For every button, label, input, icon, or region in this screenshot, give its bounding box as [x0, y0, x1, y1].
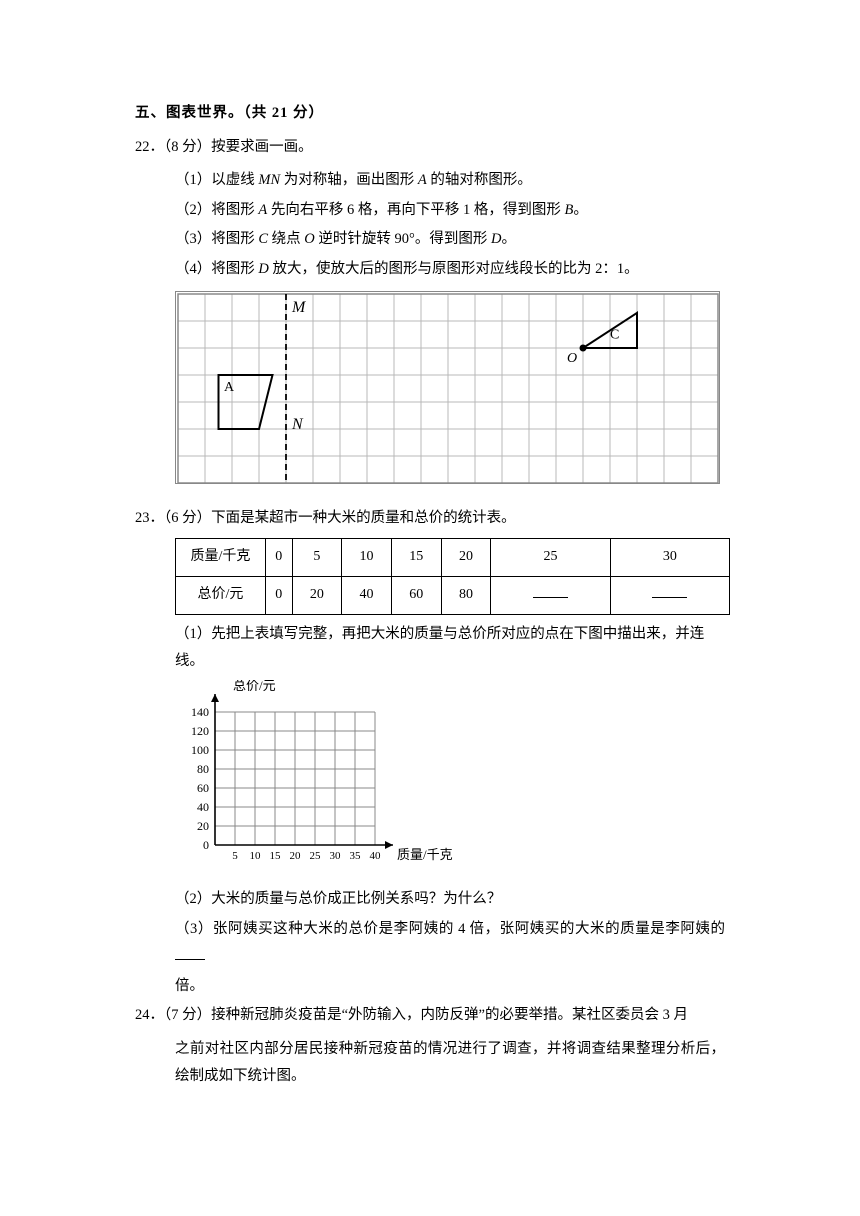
t: 为对称轴，画出图形	[280, 172, 418, 188]
svg-text:N: N	[291, 416, 304, 433]
question-23: 23．（6 分）下面是某超市一种大米的质量和总价的统计表。	[135, 505, 725, 533]
blank	[652, 585, 687, 598]
q22-grid-figure: M N A O C	[175, 291, 720, 484]
q23-sub2: （2）大米的质量与总价成正比例关系吗？为什么？	[135, 886, 725, 914]
t: 先向右平移 6 格，再向下平移 1 格，得到图形	[267, 202, 564, 218]
t: 绕点	[268, 231, 304, 247]
cell: 80	[441, 576, 491, 614]
svg-text:A: A	[224, 380, 235, 395]
svg-text:5: 5	[232, 850, 238, 862]
q23-sub3b: 倍。	[135, 973, 725, 1001]
svg-text:M: M	[291, 299, 307, 316]
var-b: B	[564, 202, 573, 218]
question-22: 22．（8 分）按要求画一画。	[135, 134, 725, 162]
q24-num: 24．	[135, 1007, 164, 1023]
t: 的轴对称图形。	[427, 172, 532, 188]
table-row: 质量/千克 0 5 10 15 20 25 30	[176, 539, 730, 577]
svg-text:80: 80	[197, 762, 209, 776]
var-c: C	[258, 231, 268, 247]
t: （3）将图形	[175, 231, 258, 247]
var-o: O	[304, 231, 314, 247]
svg-text:O: O	[567, 351, 577, 366]
q22-pts: （8 分）	[164, 139, 211, 155]
q23-pts: （6 分）	[164, 510, 211, 526]
svg-text:40: 40	[197, 800, 209, 814]
cell: 0	[266, 576, 293, 614]
var-d: D	[258, 261, 268, 277]
svg-text:25: 25	[310, 850, 322, 862]
q23-chart-wrap: 20 40 60 80 100 120 140 0 5 10 15 20 25 30 35 40 总价/元质量/…	[175, 680, 725, 881]
blank	[533, 585, 568, 598]
svg-text:60: 60	[197, 781, 209, 795]
svg-text:15: 15	[270, 850, 282, 862]
row2-label: 总价/元	[176, 576, 266, 614]
t: 。	[573, 202, 588, 218]
svg-text:C: C	[610, 328, 619, 343]
blank	[175, 947, 205, 960]
table-row: 总价/元 0 20 40 60 80	[176, 576, 730, 614]
row1-label: 质量/千克	[176, 539, 266, 577]
q23-stem: 下面是某超市一种大米的质量和总价的统计表。	[211, 510, 516, 526]
q22-num: 22．	[135, 139, 164, 155]
cell-blank	[610, 576, 729, 614]
q23-num: 23．	[135, 510, 164, 526]
q23-table: 质量/千克 0 5 10 15 20 25 30 总价/元 0 20 40 60…	[175, 538, 730, 614]
t: 倍。	[175, 978, 204, 994]
q24-stem-first: 接种新冠肺炎疫苗是“外防输入，内防反弹”的必要举措。某社区委员会 3 月	[211, 1007, 688, 1023]
svg-text:40: 40	[370, 850, 382, 862]
t: （2）将图形	[175, 202, 258, 218]
svg-text:100: 100	[191, 743, 209, 757]
svg-text:0: 0	[203, 838, 209, 852]
svg-text:20: 20	[290, 850, 302, 862]
cell: 40	[342, 576, 392, 614]
q22-sub2: （2）将图形 A 先向右平移 6 格，再向下平移 1 格，得到图形 B。	[135, 197, 725, 225]
t: （3）张阿姨买这种大米的总价是李阿姨的 4 倍，张阿姨买的大米的质量是李阿姨的	[175, 921, 725, 937]
q24-stem-rest: 之前对社区内部分居民接种新冠疫苗的情况进行了调查，并将调查结果整理分析后，绘制成…	[135, 1036, 725, 1091]
cell: 10	[342, 539, 392, 577]
q22-sub4: （4）将图形 D 放大，使放大后的图形与原图形对应线段长的比为 2：1。	[135, 256, 725, 284]
t: 逆时针旋转 90°。得到图形	[315, 231, 491, 247]
svg-text:140: 140	[191, 705, 209, 719]
question-24: 24．（7 分）接种新冠肺炎疫苗是“外防输入，内防反弹”的必要举措。某社区委员会…	[135, 1002, 725, 1030]
cell: 15	[391, 539, 441, 577]
svg-text:120: 120	[191, 724, 209, 738]
svg-text:20: 20	[197, 819, 209, 833]
q23-sub3: （3）张阿姨买这种大米的总价是李阿姨的 4 倍，张阿姨买的大米的质量是李阿姨的	[135, 916, 725, 971]
cell: 25	[491, 539, 610, 577]
svg-text:总价/元: 总价/元	[233, 680, 276, 693]
cell: 60	[391, 576, 441, 614]
t: （4）将图形	[175, 261, 258, 277]
q22-sub1: （1）以虚线 MN 为对称轴，画出图形 A 的轴对称图形。	[135, 167, 725, 195]
q22-stem: 按要求画一画。	[211, 139, 313, 155]
svg-text:30: 30	[330, 850, 342, 862]
cell: 5	[292, 539, 342, 577]
section-title: 五、图表世界。（共 21 分）	[135, 100, 725, 128]
q24-pts: （7 分）	[164, 1007, 211, 1023]
cell: 30	[610, 539, 729, 577]
svg-text:35: 35	[350, 850, 362, 862]
q22-sub3: （3）将图形 C 绕点 O 逆时针旋转 90°。得到图形 D。	[135, 226, 725, 254]
t: 。	[501, 231, 516, 247]
t: 放大，使放大后的图形与原图形对应线段长的比为 2：1。	[269, 261, 639, 277]
q23-line-chart: 20 40 60 80 100 120 140 0 5 10 15 20 25 30 35 40 总价/元质量/…	[175, 680, 455, 870]
var-mn: MN	[258, 172, 280, 188]
cell: 0	[266, 539, 293, 577]
cell: 20	[441, 539, 491, 577]
t: （1）以虚线	[175, 172, 258, 188]
svg-text:10: 10	[250, 850, 262, 862]
var-d: D	[491, 231, 501, 247]
cell: 20	[292, 576, 342, 614]
var-a: A	[258, 202, 267, 218]
svg-text:质量/千克: 质量/千克	[397, 847, 453, 862]
var-a: A	[418, 172, 427, 188]
q23-sub1: （1）先把上表填写完整，再把大米的质量与总价所对应的点在下图中描出来，并连线。	[135, 621, 725, 676]
cell-blank	[491, 576, 610, 614]
